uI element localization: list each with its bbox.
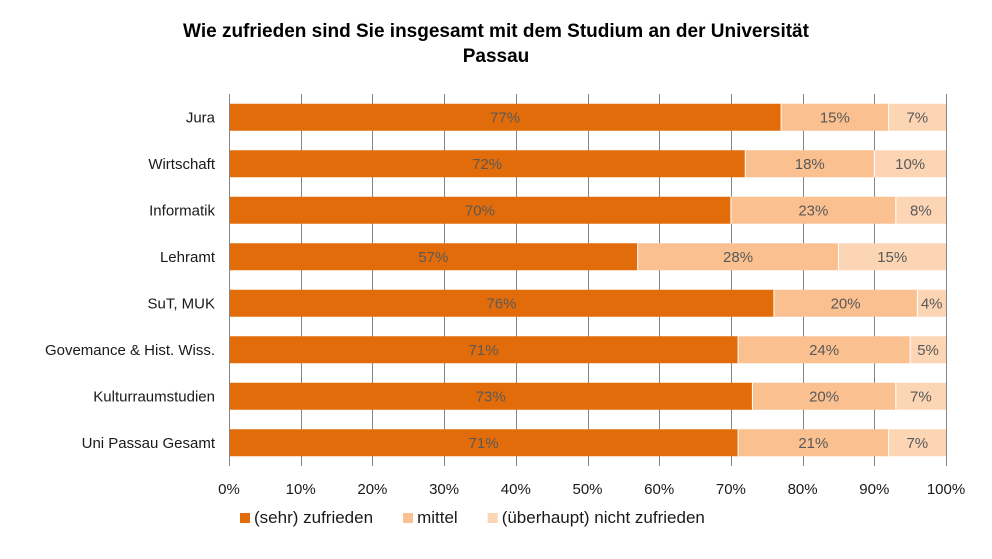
bar-segment (838, 243, 946, 271)
x-tick-label: 50% (572, 481, 602, 498)
legend-swatch (487, 513, 498, 523)
category-label: Govemance & Hist. Wiss. (45, 342, 215, 359)
category-label: Uni Passau Gesamt (82, 435, 216, 452)
bar-segment (895, 382, 946, 410)
bar-segment (910, 336, 946, 364)
axes: 0% 10% 20% 30% 40% 50% 60% 70% 80% 90% 100% Jura Wir… (45, 94, 965, 498)
bar-segment (917, 289, 946, 317)
bar-segment (773, 289, 918, 317)
data-label: 4% (921, 295, 943, 312)
legend-label: (überhaupt) nicht zufrieden (502, 508, 705, 527)
data-label: 71% (469, 435, 499, 452)
category-label: Kulturraumstudien (93, 388, 215, 405)
chart-title: Wie zufrieden sind Sie insgesamt mit dem… (183, 21, 810, 67)
data-label: 8% (910, 202, 932, 219)
data-label: 71% (469, 342, 499, 359)
data-label: 7% (906, 435, 928, 452)
bar-segment (229, 429, 739, 457)
chart-title-line-2: Passau (463, 46, 530, 67)
bars: 77% 15% 7% 72% 18% 10% 70% 23% 8% 57% 28% 15% 76% 20%… (229, 103, 946, 457)
legend-swatch (240, 513, 250, 523)
bar-segment (637, 243, 839, 271)
bar-segment (738, 429, 889, 457)
x-tick-label: 40% (501, 481, 531, 498)
category-label: SuT, MUK (147, 295, 215, 312)
x-tick-label: 60% (644, 481, 674, 498)
category-label: Wirtschaft (148, 156, 216, 173)
category-label: Jura (186, 109, 216, 126)
data-label: 72% (472, 156, 502, 173)
bar-segment (229, 103, 782, 131)
data-label: 57% (418, 249, 448, 266)
data-label: 18% (795, 156, 825, 173)
legend-label: (sehr) zufrieden (254, 508, 373, 527)
data-label: 20% (809, 388, 839, 405)
data-label: 73% (476, 388, 506, 405)
data-label: 21% (798, 435, 828, 452)
bar-segment (738, 336, 911, 364)
data-label: 70% (465, 202, 495, 219)
data-label: 10% (895, 156, 925, 173)
x-tick-label: 90% (859, 481, 889, 498)
bar-segment (752, 382, 896, 410)
legend-swatch (403, 513, 414, 523)
bar-segment (874, 150, 946, 178)
data-label: 23% (798, 202, 828, 219)
data-label: 7% (910, 388, 932, 405)
data-label: 15% (877, 249, 907, 266)
x-tick-label: 70% (716, 481, 746, 498)
x-tick-label: 30% (429, 481, 459, 498)
x-tick-label: 0% (218, 481, 240, 498)
bar-segment (730, 196, 896, 224)
chart-title-line-1: Wie zufrieden sind Sie insgesamt mit dem… (183, 21, 810, 42)
data-label: 77% (490, 109, 520, 126)
bar-segment (229, 289, 774, 317)
x-tick-label: 80% (788, 481, 818, 498)
bar-segment (895, 196, 946, 224)
data-label: 76% (486, 295, 516, 312)
data-label: 20% (831, 295, 861, 312)
legend-label: mittel (417, 508, 458, 527)
data-label: 5% (917, 342, 939, 359)
bar-segment (229, 196, 731, 224)
bar-segment (781, 103, 889, 131)
data-label: 7% (906, 109, 928, 126)
data-label: 28% (723, 249, 753, 266)
x-tick-label: 100% (927, 481, 965, 498)
bar-segment (888, 103, 946, 131)
gridlines (229, 94, 947, 466)
data-label: 15% (820, 109, 850, 126)
category-label: Informatik (149, 202, 215, 219)
x-tick-label: 10% (286, 481, 316, 498)
bar-segment (745, 150, 875, 178)
bar-segment (888, 429, 946, 457)
x-tick-label: 20% (357, 481, 387, 498)
bar-segment (229, 336, 739, 364)
legend: (sehr) zufrieden mittel (überhaupt) nicht … (240, 508, 705, 527)
bar-segment (229, 243, 638, 271)
bar-segment (229, 150, 746, 178)
bar-segment (229, 382, 753, 410)
data-label: 24% (809, 342, 839, 359)
category-label: Lehramt (160, 249, 216, 266)
